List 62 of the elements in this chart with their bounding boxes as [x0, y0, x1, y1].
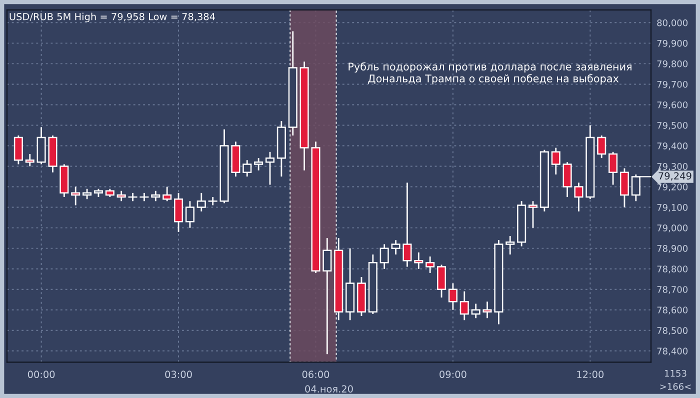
y-tick-label: 78,700: [657, 286, 688, 294]
candlestick: [402, 182, 412, 268]
candlestick: [391, 239, 400, 256]
y-tick-label: 79,000: [657, 224, 688, 232]
candlestick: [71, 186, 80, 206]
candlestick: [608, 151, 618, 186]
x-tick-label: 06:00: [302, 370, 330, 378]
candlestick: [254, 157, 264, 172]
y-tick-label: 78,400: [657, 348, 688, 356]
text: 1153: [665, 370, 686, 377]
candlestick: [242, 159, 252, 178]
y-tick-label: 79,600: [657, 101, 688, 110]
y-tick-label: 79,900: [657, 40, 688, 48]
x-tick-label: 09:00: [440, 370, 466, 378]
candlestick: [426, 256, 435, 274]
text: >166<: [660, 383, 691, 390]
candlestick: [437, 264, 446, 298]
candlestick: [597, 134, 606, 159]
y-tick-label: 78,800: [657, 266, 688, 274]
candlestick: [471, 303, 480, 319]
y-tick-label: 78,900: [657, 245, 688, 253]
candlestick: [14, 134, 23, 165]
candlestick: [551, 147, 560, 176]
y-tick-label: 79,700: [657, 80, 688, 89]
candlestick: [174, 192, 184, 233]
y-tick-label: 80,000: [657, 19, 688, 28]
y-tick-label: 78,500: [657, 327, 688, 335]
candlestick: [322, 237, 332, 355]
candlestick: [448, 282, 458, 311]
y-tick-label: 79,100: [657, 204, 688, 212]
candlestick: [482, 300, 492, 319]
candlestick: [128, 192, 138, 202]
candlestick: [460, 290, 469, 321]
y-tick-label: 79,800: [657, 60, 688, 68]
x-tick-label: 03:00: [165, 370, 192, 378]
candlestick: [528, 200, 538, 229]
candlestick: [380, 244, 389, 270]
candlestick: [574, 182, 584, 212]
x-axis-title: 04.ноя.20: [305, 385, 353, 393]
candlestick: [162, 186, 172, 202]
y-tick-label: 79,400: [657, 142, 688, 150]
candlestick: [196, 192, 206, 212]
annotation: Рубль подорожал против доллара после заявления Дональда Трампа о своей победе на выборах: [348, 62, 632, 84]
candlestick: [82, 188, 92, 200]
y-tick-label: 79,500: [657, 122, 688, 130]
candlestick: [151, 190, 160, 202]
y-tick-label: 79,300: [657, 163, 688, 171]
x-tick-label: 12:00: [577, 370, 604, 378]
y-tick-label: 79,200: [657, 184, 688, 192]
candlestick: [140, 192, 149, 202]
candlestick: [25, 153, 34, 167]
y-tick-label: 78,600: [657, 306, 688, 314]
chart-title: USD/RUB 5M High = 79,958 Low = 78,384: [10, 12, 216, 22]
candlestick: [265, 151, 275, 186]
candlestick: [185, 200, 194, 229]
candlestick: [620, 168, 629, 208]
candlestick: [116, 190, 126, 202]
candlestick: [506, 235, 515, 256]
candlestick: [562, 161, 572, 198]
x-tick-label: 00:00: [28, 370, 55, 378]
annotation: 79,249: [658, 172, 692, 181]
candlestick: [414, 252, 424, 270]
